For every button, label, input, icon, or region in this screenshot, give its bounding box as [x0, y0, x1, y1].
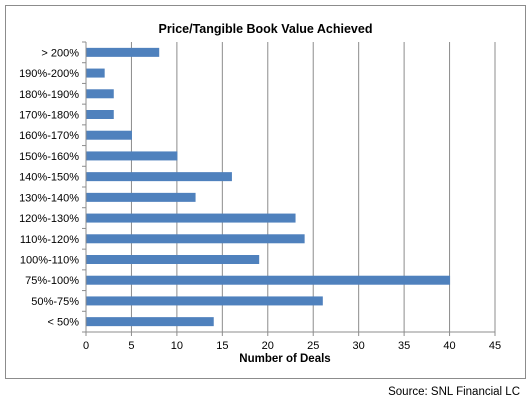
y-tick-label: 140%-150% — [19, 172, 79, 184]
x-axis-label: Number of Deals — [239, 353, 331, 365]
chart-frame: Price/Tangible Book Value Achieved 0 5 10 1… — [5, 5, 526, 379]
bar — [86, 275, 451, 285]
bar — [86, 172, 232, 182]
y-tick-label: > 200% — [41, 47, 79, 59]
bar — [86, 234, 305, 244]
bar — [86, 110, 114, 119]
bar — [86, 213, 296, 223]
bar — [86, 151, 178, 161]
x-tick-label: 25 — [307, 340, 319, 352]
y-tick-label: < 50% — [48, 317, 80, 329]
x-tick-label: 15 — [216, 340, 228, 352]
x-tick-label: 40 — [443, 340, 455, 352]
x-tick-label: 35 — [398, 340, 410, 352]
x-tick-label: 20 — [262, 340, 274, 352]
x-tick-label: 0 — [83, 340, 89, 352]
y-tick-label: 120%-130% — [19, 213, 79, 225]
y-tick-label: 130%-140% — [19, 192, 79, 204]
y-tick-label: 170%-180% — [19, 110, 79, 122]
bar — [86, 255, 260, 264]
y-tick-label: 50%-75% — [31, 296, 79, 308]
y-tick-label: 110%-120% — [20, 234, 79, 246]
y-tick-label: 100%-110% — [20, 255, 79, 267]
x-tick-label: 10 — [171, 340, 183, 352]
bar-chart: 0 5 10 15 20 25 30 35 40 45 > 200% 190%-200% 180%-19… — [19, 41, 501, 352]
x-tick-label: 30 — [353, 340, 365, 352]
source-note: Source: SNL Financial LC — [388, 386, 520, 398]
y-tick-label: 75%-100% — [25, 275, 79, 287]
y-tick-label: 160%-170% — [19, 130, 79, 142]
y-tick-label: 180%-190% — [19, 89, 79, 101]
chart-title: Price/Tangible Book Value Achieved — [158, 22, 373, 36]
x-tick-label: 5 — [128, 340, 134, 352]
bar — [86, 296, 323, 306]
bar — [86, 192, 196, 202]
bar — [86, 89, 114, 99]
bar — [86, 130, 132, 140]
y-tick-label: 190%-200% — [19, 68, 79, 80]
bar — [86, 317, 214, 327]
x-tick-label: 45 — [489, 340, 501, 352]
y-tick-label: 150%-160% — [19, 151, 79, 163]
bar — [86, 68, 105, 78]
bar — [86, 47, 160, 57]
